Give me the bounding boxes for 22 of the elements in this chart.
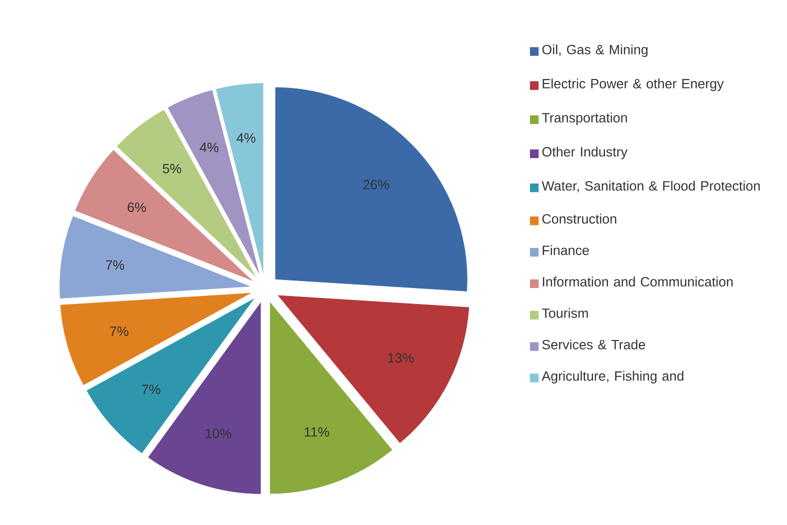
data-label: 13% bbox=[388, 353, 414, 363]
legend-label: Information and Communication bbox=[542, 276, 733, 287]
legend-label: Other Industry bbox=[542, 146, 628, 160]
data-label: 10% bbox=[206, 428, 232, 438]
data-label: 7% bbox=[142, 384, 160, 394]
data-label: 26% bbox=[363, 180, 390, 190]
legend-label: Construction bbox=[542, 214, 616, 224]
legend-label: Services & Trade bbox=[542, 340, 646, 350]
legend-label: Transportation bbox=[542, 112, 627, 126]
data-label: 5% bbox=[162, 164, 182, 174]
legend-label: Water, Sanitation & Flood Protection bbox=[542, 180, 760, 192]
legend-label: Electric Power & other Energy bbox=[542, 78, 724, 92]
legend-label: Agriculture, Fishing and bbox=[542, 371, 684, 384]
legend-label: Oil, Gas & Mining bbox=[542, 44, 648, 58]
legend-label: Finance bbox=[542, 245, 589, 256]
legend-label: Tourism bbox=[542, 308, 588, 318]
data-label: 7% bbox=[106, 260, 124, 270]
data-label: 6% bbox=[128, 202, 146, 212]
data-label: 4% bbox=[200, 142, 218, 152]
data-label: 7% bbox=[110, 326, 128, 336]
data-label: 11% bbox=[304, 427, 330, 437]
data-label: 4% bbox=[236, 133, 256, 143]
